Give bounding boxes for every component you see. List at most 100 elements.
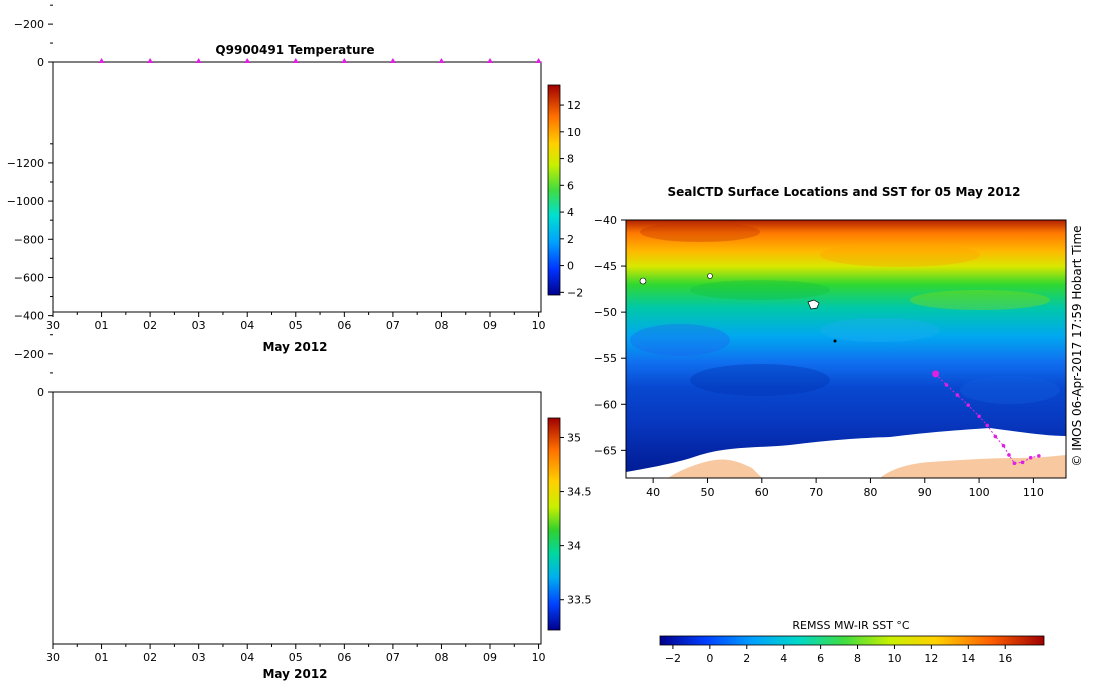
- x-tick-label: 01: [95, 651, 109, 664]
- y-tick-label: −200: [14, 348, 44, 361]
- lon-tick-label: 40: [646, 486, 660, 499]
- island-marion: [707, 273, 713, 279]
- colorbar-tick-label: 8: [567, 153, 574, 166]
- sst-colorbar-ticks: −2 0 2 4 6 8 10 12 14 16: [665, 645, 1012, 665]
- temperature-colorbar-ticks: −2 0 2 4 6 8 10 12: [560, 99, 583, 299]
- surface-marker: [389, 58, 396, 63]
- island-crozet: [639, 277, 647, 285]
- colorbar-tick-label: 0: [567, 260, 574, 273]
- antarctica-land-west: [668, 459, 762, 478]
- lon-tick-label: 70: [809, 486, 823, 499]
- lat-tick-label: −65: [594, 444, 617, 457]
- surface-marker: [535, 58, 542, 63]
- salinity-x-label: May 2012: [262, 667, 327, 681]
- lon-tick-label: 100: [969, 486, 990, 499]
- seal-track-point: [1028, 455, 1033, 460]
- sst-map-title: SealCTD Surface Locations and SST for 05…: [667, 185, 1020, 199]
- x-tick-label: 05: [289, 651, 303, 664]
- island-heard: [833, 339, 837, 343]
- surface-marker: [487, 58, 494, 63]
- y-tick-label: −800: [14, 233, 44, 246]
- sst-colorbar-tick-label: 0: [706, 652, 713, 665]
- sst-colorbar-tick-label: −2: [665, 652, 681, 665]
- y-tick-label: 0: [37, 386, 44, 399]
- sst-colorbar-tick-label: 16: [998, 652, 1012, 665]
- temperature-axes: 30010203040506070809100−200−400−600−800−…: [14, 4, 546, 332]
- salinity-plot-frame: [52, 391, 542, 645]
- sst-map-frame: [625, 219, 1067, 479]
- island-kerguelen: [807, 299, 820, 310]
- temperature-colorbar: [547, 84, 561, 296]
- lat-tick-label: −40: [594, 214, 617, 227]
- seal-track-point: [944, 383, 949, 387]
- surface-marker: [292, 58, 299, 63]
- sst-colorbar-label: REMSS MW-IR SST °C: [792, 619, 910, 632]
- seal-track-point: [955, 393, 960, 397]
- x-tick-label: 02: [143, 319, 157, 332]
- x-tick-label: 02: [143, 651, 157, 664]
- salinity-axes: 30 01 02 03 04 05 06 07 08 09 10 0 −200 −400 −600 −800 −…: [7, 143, 546, 664]
- colorbar-tick-label: −2: [567, 286, 583, 299]
- seal-track-point: [1012, 461, 1017, 466]
- sst-map-plot: SealCTD Surface Locations and SST for 05…: [594, 185, 1084, 665]
- seal-track: [932, 370, 1041, 466]
- lon-tick-label: 90: [918, 486, 932, 499]
- seal-track-point: [966, 403, 971, 408]
- x-tick-label: 04: [240, 651, 254, 664]
- y-tick-label: 0: [37, 56, 44, 69]
- lat-tick-label: −55: [594, 352, 617, 365]
- y-tick-label: −1000: [7, 195, 44, 208]
- sst-colorbar-tick-label: 4: [780, 652, 787, 665]
- y-tick-label: −200: [14, 18, 44, 31]
- surface-marker: [438, 58, 445, 63]
- sst-colorbar-tick-label: 6: [817, 652, 824, 665]
- lon-tick-label: 50: [700, 486, 714, 499]
- imos-credit-label: © IMOS 06-Apr-2017 17:59 Hobart Time: [1070, 225, 1084, 466]
- colorbar-tick-label: 34: [567, 540, 581, 553]
- x-tick-label: 01: [95, 319, 109, 332]
- salinity-section-plot: 30 01 02 03 04 05 06 07 08 09 100−200−400−600−800−…: [7, 143, 592, 681]
- x-tick-label: 30: [46, 319, 60, 332]
- seal-track-point: [985, 423, 990, 428]
- x-tick-label: 30: [46, 651, 60, 664]
- x-tick-label: 04: [240, 319, 254, 332]
- temperature-x-label: May 2012: [262, 340, 327, 354]
- x-tick-label: 03: [192, 651, 206, 664]
- sst-colorbar-tick-label: 10: [887, 652, 901, 665]
- x-tick-label: 05: [289, 319, 303, 332]
- sst-colorbar-tick-label: 2: [743, 652, 750, 665]
- sst-map-axes: 40 50 60 70 80 90 100 110 −40 −45 −50 −55 −60 −65: [594, 214, 1044, 499]
- seal-track-point: [1020, 460, 1025, 465]
- colorbar-tick-label: 34.5: [567, 486, 592, 499]
- colorbar-tick-label: 2: [567, 233, 574, 246]
- x-tick-label: 06: [337, 319, 351, 332]
- sst-colorbar-tick-label: 8: [854, 652, 861, 665]
- x-tick-label: 10: [532, 319, 546, 332]
- lat-tick-label: −45: [594, 260, 617, 273]
- salinity-colorbar-ticks: 33.5 34 34.5 35: [560, 431, 592, 607]
- lon-tick-label: 80: [863, 486, 877, 499]
- seal-track-point: [1037, 454, 1041, 458]
- lon-tick-label: 60: [755, 486, 769, 499]
- surface-marker: [341, 58, 348, 63]
- temperature-plot-title: Q9900491 Temperature: [215, 43, 374, 57]
- sst-colorbar-tick-label: 12: [924, 652, 938, 665]
- temperature-plot-frame: [52, 61, 542, 313]
- lon-tick-label: 110: [1023, 486, 1044, 499]
- sst-colorbar-tick-label: 14: [961, 652, 975, 665]
- temperature-section-plot: Q9900491 Temperature 30 01 02 03 04 05 06 07 08 0…: [14, 4, 583, 354]
- x-tick-label: 03: [192, 319, 206, 332]
- seal-track-point: [1001, 443, 1006, 448]
- colorbar-tick-label: 4: [567, 206, 574, 219]
- lat-tick-label: −50: [594, 306, 617, 319]
- x-tick-label: 07: [386, 651, 400, 664]
- colorbar-tick-label: 12: [567, 99, 581, 112]
- surface-marker: [195, 58, 202, 63]
- seal-track-point: [993, 434, 998, 439]
- y-tick-label: −600: [14, 271, 44, 284]
- x-tick-label: 06: [337, 651, 351, 664]
- seal-track-point: [1007, 453, 1011, 457]
- x-tick-label: 10: [532, 651, 546, 664]
- x-tick-label: 09: [483, 651, 497, 664]
